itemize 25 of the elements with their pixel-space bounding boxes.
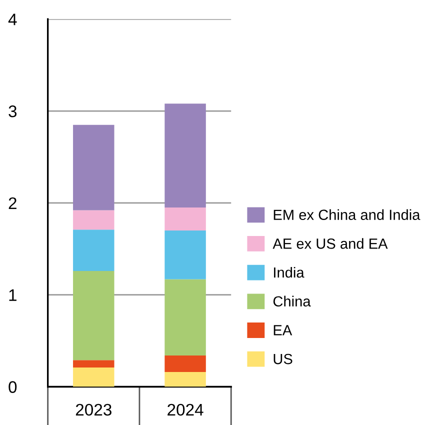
legend-label: US <box>274 354 292 364</box>
bar <box>73 270 114 360</box>
y-tick-label: 2 <box>8 197 16 209</box>
y-tick-label: 3 <box>8 105 17 118</box>
bar <box>164 208 206 231</box>
legend-label: EA <box>274 325 292 336</box>
bar <box>73 230 114 271</box>
y-tick-label: 1 <box>9 289 16 301</box>
legend-label: AE ex US and EA <box>272 238 388 249</box>
x-tick-label: 2024 <box>168 404 204 416</box>
bar <box>164 279 206 356</box>
bar <box>164 372 206 387</box>
bar <box>73 367 114 387</box>
bar <box>164 230 206 280</box>
bar <box>73 124 114 210</box>
bar <box>73 360 114 368</box>
y-tick-label: 0 <box>8 381 17 393</box>
bar <box>164 356 206 372</box>
bar <box>73 210 114 230</box>
y-tick-label: 4 <box>8 14 17 26</box>
legend-label: EM ex China and India <box>274 209 420 220</box>
bar <box>164 104 206 208</box>
x-tick-label: 2023 <box>76 404 112 416</box>
legend-label: China <box>273 296 311 307</box>
legend-label: India <box>274 266 304 278</box>
